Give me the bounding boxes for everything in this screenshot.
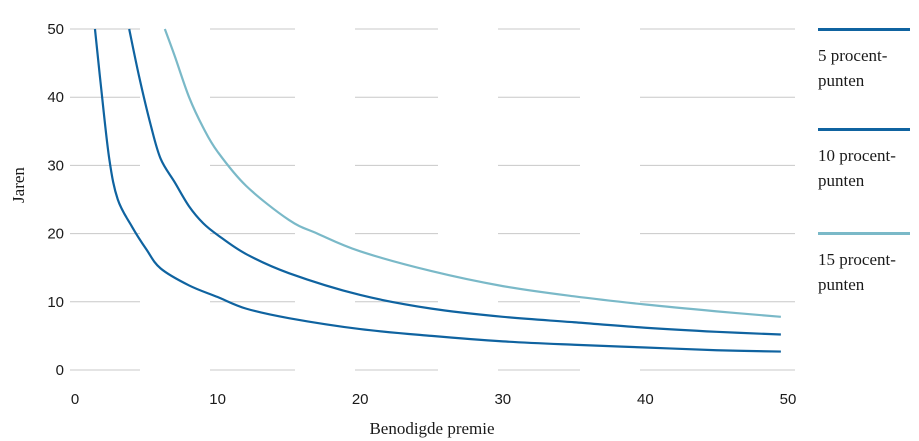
legend-swatch (818, 128, 910, 131)
x-tick-labels: 0 10 20 30 40 50 (71, 391, 797, 408)
legend-label: 15 procent-punten (818, 250, 896, 294)
x-tick-label: 0 (71, 391, 79, 408)
y-axis-label: Jaren (9, 167, 28, 203)
grid-lines (70, 28, 795, 371)
x-tick-label: 40 (637, 391, 654, 408)
legend-item-15: 15 procent-punten (818, 232, 918, 297)
legend-swatch (818, 28, 910, 31)
legend-label: 5 procent-punten (818, 46, 888, 90)
legend: 5 procent-punten 10 procent-punten 15 pr… (818, 0, 918, 441)
series-line (128, 28, 781, 336)
x-tick-label: 20 (352, 391, 369, 408)
legend-item-5: 5 procent-punten (818, 28, 918, 93)
series-line (93, 28, 781, 353)
y-tick-label: 40 (47, 89, 64, 106)
y-tick-labels: 0 10 20 30 40 50 (47, 21, 64, 379)
x-tick-label: 50 (780, 391, 797, 408)
y-tick-label: 50 (47, 21, 64, 38)
x-tick-label: 30 (494, 391, 511, 408)
legend-item-10: 10 procent-punten (818, 128, 918, 193)
x-tick-label: 10 (209, 391, 226, 408)
x-axis-label: Benodigde premie (369, 419, 494, 438)
legend-swatch (818, 232, 910, 235)
y-tick-label: 30 (47, 157, 64, 174)
series-line (163, 28, 781, 318)
y-tick-label: 20 (47, 226, 64, 243)
y-tick-label: 0 (56, 362, 64, 379)
legend-label: 10 procent-punten (818, 146, 896, 190)
y-tick-label: 10 (47, 294, 64, 311)
series-lines (93, 28, 781, 353)
